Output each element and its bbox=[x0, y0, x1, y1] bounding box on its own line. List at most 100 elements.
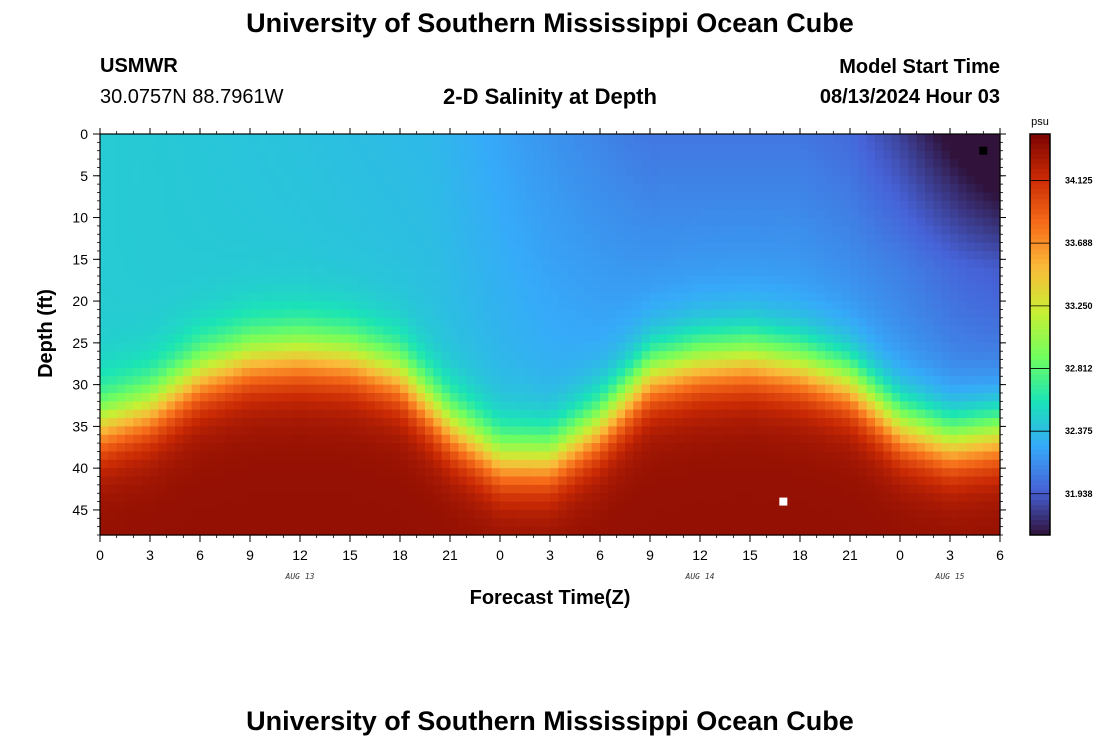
heatmap-cell bbox=[291, 401, 301, 411]
heatmap-cell bbox=[550, 501, 559, 511]
heatmap-cell bbox=[233, 526, 243, 536]
heatmap-cell bbox=[575, 200, 584, 210]
heatmap-cell bbox=[608, 418, 618, 427]
heatmap-cell bbox=[283, 501, 293, 511]
heatmap-cell bbox=[533, 401, 543, 411]
heatmap-cell bbox=[683, 451, 693, 461]
heatmap-cell bbox=[600, 167, 609, 177]
heatmap-cell bbox=[133, 292, 143, 302]
heatmap-cell bbox=[466, 468, 476, 478]
heatmap-cell bbox=[183, 167, 193, 177]
heatmap-cell bbox=[925, 401, 934, 411]
heatmap-cell bbox=[808, 459, 818, 469]
heatmap-cell bbox=[275, 376, 284, 386]
heatmap-cell bbox=[375, 175, 384, 185]
heatmap-cell bbox=[650, 259, 659, 269]
heatmap-cell bbox=[408, 392, 418, 402]
heatmap-cell bbox=[166, 250, 176, 260]
heatmap-cell bbox=[800, 384, 809, 394]
heatmap-cell bbox=[166, 259, 176, 269]
heatmap-cell bbox=[333, 284, 343, 294]
heatmap-cell bbox=[466, 342, 476, 352]
heatmap-cell bbox=[508, 384, 518, 394]
heatmap-cell bbox=[583, 284, 593, 294]
heatmap-cell bbox=[758, 359, 768, 369]
heatmap-cell bbox=[241, 384, 251, 394]
heatmap-cell bbox=[308, 468, 318, 478]
heatmap-cell bbox=[366, 326, 376, 336]
heatmap-cell bbox=[791, 526, 801, 536]
heatmap-cell bbox=[391, 250, 401, 260]
heatmap-cell bbox=[250, 434, 259, 444]
heatmap-cell bbox=[525, 468, 534, 478]
heatmap-cell bbox=[516, 518, 526, 528]
heatmap-cell bbox=[233, 484, 243, 494]
heatmap-cell bbox=[566, 376, 576, 386]
heatmap-cell bbox=[516, 175, 526, 185]
heatmap-cell bbox=[850, 259, 859, 269]
heatmap-cell bbox=[350, 484, 359, 494]
heatmap-cell bbox=[208, 225, 218, 235]
heatmap-cell bbox=[941, 142, 951, 152]
heatmap-cell bbox=[933, 159, 943, 169]
heatmap-cell bbox=[958, 443, 968, 453]
heatmap-cell bbox=[400, 409, 409, 419]
heatmap-cell bbox=[116, 342, 126, 352]
heatmap-cell bbox=[741, 468, 751, 478]
heatmap-cell bbox=[233, 351, 243, 361]
heatmap-cell bbox=[491, 234, 501, 244]
heatmap-cell bbox=[191, 484, 201, 494]
heatmap-cell bbox=[933, 301, 943, 311]
heatmap-cell bbox=[283, 342, 293, 352]
heatmap-cell bbox=[600, 351, 609, 361]
heatmap-cell bbox=[333, 351, 343, 361]
heatmap-cell bbox=[750, 259, 759, 269]
heatmap-cell bbox=[116, 351, 126, 361]
heatmap-cell bbox=[150, 192, 159, 202]
heatmap-cell bbox=[441, 342, 451, 352]
heatmap-cell bbox=[883, 351, 893, 361]
heatmap-cell bbox=[608, 334, 618, 344]
heatmap-cell bbox=[858, 200, 868, 210]
heatmap-cell bbox=[800, 334, 809, 344]
heatmap-cell bbox=[908, 167, 918, 177]
heatmap-cell bbox=[316, 217, 326, 227]
heatmap-cell bbox=[225, 317, 234, 327]
heatmap-cell bbox=[316, 284, 326, 294]
heatmap-cell bbox=[416, 250, 426, 260]
heatmap-cell bbox=[175, 134, 184, 143]
heatmap-cell bbox=[500, 134, 509, 143]
heatmap-cell bbox=[416, 267, 426, 277]
heatmap-cell bbox=[883, 267, 893, 277]
heatmap-cell bbox=[108, 175, 118, 185]
heatmap-cell bbox=[941, 334, 951, 344]
heatmap-cell bbox=[108, 484, 118, 494]
heatmap-cell bbox=[941, 476, 951, 486]
heatmap-cell bbox=[691, 367, 701, 377]
heatmap-cell bbox=[683, 159, 693, 169]
heatmap-cell bbox=[591, 418, 601, 427]
heatmap-cell bbox=[800, 242, 809, 252]
heatmap-cell bbox=[250, 284, 259, 294]
heatmap-cell bbox=[666, 342, 676, 352]
heatmap-cell bbox=[591, 509, 601, 519]
heatmap-cell bbox=[958, 134, 968, 143]
heatmap-cell bbox=[366, 376, 376, 386]
heatmap-cell bbox=[883, 392, 893, 402]
heatmap-cell bbox=[800, 259, 809, 269]
heatmap-cell bbox=[675, 359, 684, 369]
heatmap-cell bbox=[916, 493, 926, 503]
heatmap-cell bbox=[833, 234, 843, 244]
heatmap-cell bbox=[825, 459, 834, 469]
heatmap-cell bbox=[125, 443, 134, 453]
heatmap-cell bbox=[216, 142, 226, 152]
heatmap-cell bbox=[800, 276, 809, 285]
heatmap-cell bbox=[441, 309, 451, 319]
heatmap-cell bbox=[883, 167, 893, 177]
heatmap-cell bbox=[766, 334, 776, 344]
heatmap-cell bbox=[458, 276, 468, 285]
heatmap-cell bbox=[358, 451, 368, 461]
heatmap-cell bbox=[716, 434, 726, 444]
heatmap-cell bbox=[575, 518, 584, 528]
heatmap-cell bbox=[183, 301, 193, 311]
